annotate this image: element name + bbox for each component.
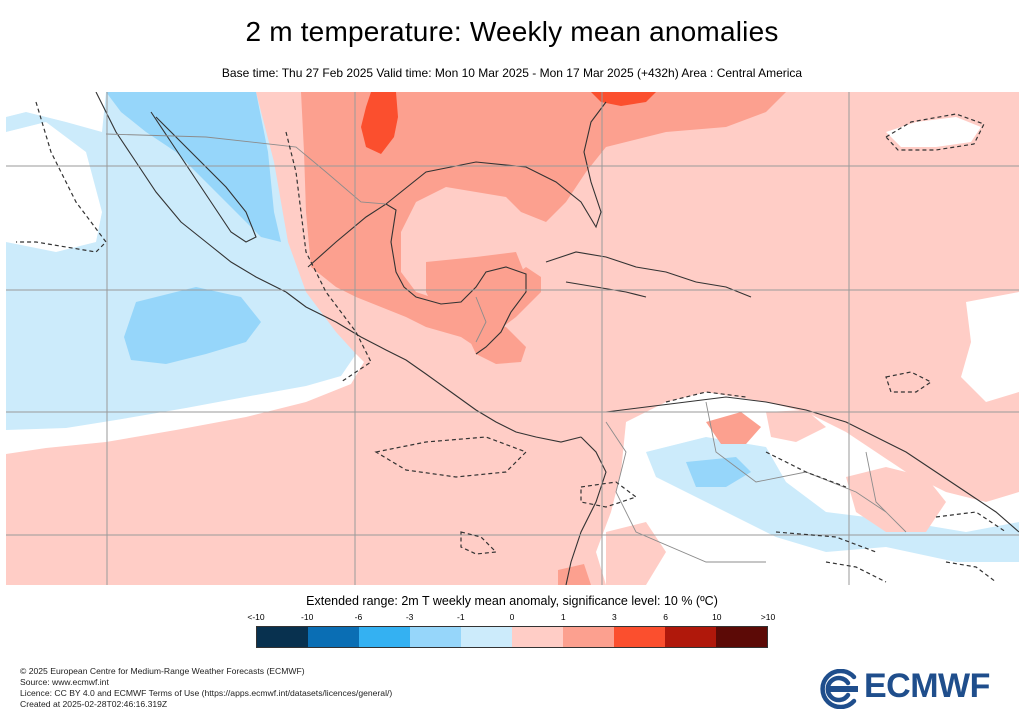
- tick-label: <-10: [247, 612, 265, 622]
- tick-label: -3: [405, 612, 414, 622]
- chart-title: 2 m temperature: Weekly mean anomalies: [245, 16, 779, 47]
- colorbar-cell: [461, 627, 512, 647]
- ecmwf-logo-icon: [820, 669, 858, 709]
- ecuador-hot-patch: [558, 564, 591, 585]
- licence-text: Licence: CC BY 4.0 and ECMWF Terms of Us…: [20, 688, 393, 698]
- pacific-neutral-fringe: [6, 354, 364, 454]
- tick-label: 0: [509, 612, 515, 622]
- colorbar-cell: [257, 627, 308, 647]
- copyright-text: © 2025 European Centre for Medium-Range …: [20, 666, 305, 676]
- graticule: [6, 92, 1019, 585]
- colorbar-cell: [614, 627, 665, 647]
- colombia-warm-patch: [706, 412, 761, 444]
- colorbar-cell: [512, 627, 563, 647]
- tick-label: -10: [301, 612, 314, 622]
- tick-label: 10: [712, 612, 722, 622]
- source-text: Source: www.ecmwf.int: [20, 677, 109, 687]
- anomaly-map: [6, 92, 1019, 585]
- tick-label: 6: [663, 612, 668, 622]
- pacific-cool-core: [124, 287, 261, 364]
- significance-contours: [16, 101, 1007, 583]
- colorbar: [256, 626, 768, 648]
- venezuela-warm-patch: [766, 410, 826, 442]
- north-america-warm: [301, 92, 786, 347]
- tick-label: >10: [760, 612, 776, 622]
- footer: © 2025 European Centre for Medium-Range …: [20, 666, 392, 710]
- coastlines: [95, 92, 1019, 585]
- tick-label: 3: [612, 612, 617, 622]
- created-text: Created at 2025-02-28T02:46:16.319Z: [20, 699, 168, 709]
- baja-cool-region: [106, 92, 281, 242]
- se-warm-patch: [846, 467, 946, 532]
- texas-hot-spot: [361, 92, 398, 154]
- legend-title: Extended range: 2m T weekly mean anomaly…: [306, 594, 718, 608]
- colorbar-cell: [716, 627, 767, 647]
- colorbar-cell: [563, 627, 614, 647]
- logo-text: ECMWF: [864, 667, 990, 705]
- tick-label: -6: [354, 612, 363, 622]
- chart-subtitle: Base time: Thu 27 Feb 2025 Valid time: M…: [221, 66, 803, 80]
- colorbar-cell: [359, 627, 410, 647]
- east-neutral-patch: [961, 292, 1019, 402]
- sw-warm-patch: [606, 522, 666, 585]
- atlantic-neutral-patch: [886, 117, 981, 147]
- borders: [105, 133, 907, 563]
- south-america-cool-core: [686, 457, 751, 487]
- colorbar-ticks: <-10 -10 -6 -3 -1 0 1 3 6 10 >10: [247, 612, 775, 624]
- colorbar-cell: [410, 627, 461, 647]
- colorbar-cell: [665, 627, 716, 647]
- northeast-hot-spot: [591, 92, 656, 106]
- colorbar-cell: [308, 627, 359, 647]
- nw-neutral-patch-2: [6, 92, 106, 132]
- tick-label: -1: [457, 612, 465, 622]
- tick-label: 1: [560, 612, 566, 622]
- nw-neutral-patch: [6, 122, 102, 252]
